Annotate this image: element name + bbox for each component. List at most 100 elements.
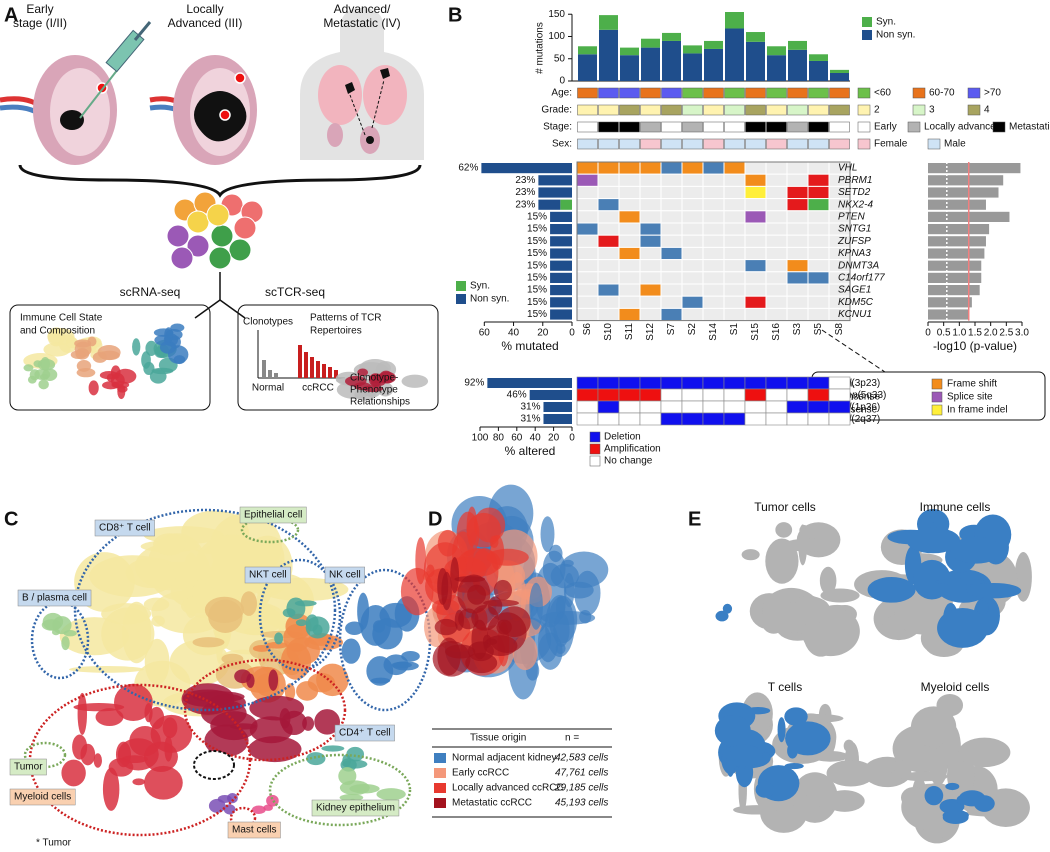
heatmap-cell xyxy=(597,198,620,212)
track-cell xyxy=(724,87,745,99)
cell-cloud xyxy=(240,591,258,616)
bar xyxy=(550,272,572,283)
track-cell xyxy=(661,121,682,133)
cell-cloud xyxy=(777,717,786,743)
cell-cloud xyxy=(294,600,317,607)
sample-label: S8 xyxy=(834,323,845,336)
heatmap-cell xyxy=(597,283,620,297)
cell-cloud xyxy=(89,555,177,598)
cnv-cell xyxy=(702,388,725,402)
x-tick-label: 0 xyxy=(925,328,931,339)
legend-label: Deletion xyxy=(604,432,641,443)
heatmap-cell xyxy=(639,210,662,224)
legend-label: Locally advanced xyxy=(924,122,1001,133)
legend-swatch xyxy=(931,404,943,416)
gene-label: VHL xyxy=(838,163,857,174)
x-tick-label: 100 xyxy=(472,433,489,444)
cell-cloud xyxy=(457,574,491,614)
bar xyxy=(641,38,660,48)
track-cell xyxy=(829,87,850,99)
heatmap-cell xyxy=(639,161,662,175)
heatmap-cell xyxy=(576,295,599,309)
cnv-cell xyxy=(639,376,662,390)
heatmap-cell xyxy=(786,295,809,309)
bar xyxy=(683,53,702,81)
cnv-cell xyxy=(681,376,704,390)
heatmap-cell xyxy=(744,234,767,248)
heatmap-cell xyxy=(618,161,641,175)
table-cell: Early ccRCC xyxy=(452,768,509,779)
heatmap-cell xyxy=(618,234,641,248)
cell-cloud xyxy=(88,380,99,396)
bar xyxy=(578,54,597,81)
heatmap-cell xyxy=(597,259,620,273)
cell-cloud xyxy=(38,379,49,390)
value-label: 15% xyxy=(527,297,547,308)
track-cell xyxy=(703,104,724,116)
legend-swatch xyxy=(434,783,446,793)
sample-label: S11 xyxy=(624,323,635,340)
bar xyxy=(662,40,681,81)
sample-label: S7 xyxy=(666,323,677,336)
cnv-cell xyxy=(618,400,641,414)
heatmap-cell xyxy=(660,259,683,273)
legend-swatch xyxy=(589,455,601,467)
legend-label: Early xyxy=(874,122,897,133)
heatmap-cell xyxy=(618,295,641,309)
cell-type-label: CD4⁺ T cell xyxy=(339,728,391,739)
track-cell xyxy=(808,121,829,133)
cell-cloud xyxy=(102,767,120,811)
tcr-mini-chart xyxy=(257,330,345,379)
kidney-illustrations xyxy=(0,8,424,198)
track-cell xyxy=(724,121,745,133)
cnv-cell xyxy=(828,400,851,414)
cell-cloud xyxy=(295,619,308,627)
heatmap-cell xyxy=(807,173,830,187)
cell-cloud xyxy=(302,716,315,731)
cell-cloud xyxy=(181,683,235,715)
legend-swatch xyxy=(434,798,446,808)
y-tick-label: 100 xyxy=(548,31,565,42)
cell-type-label: NK cell xyxy=(329,570,361,581)
track-cell xyxy=(640,138,661,150)
cell-cloud xyxy=(338,767,357,786)
cell-cloud xyxy=(249,695,305,721)
cell-cloud xyxy=(29,369,40,381)
heatmap-cell xyxy=(639,271,662,285)
heatmap-cell xyxy=(807,271,830,285)
cell-cloud xyxy=(101,603,152,625)
cell-cloud xyxy=(486,638,498,645)
bar xyxy=(578,46,597,55)
cell-cloud xyxy=(715,610,729,622)
cell-cloud xyxy=(339,780,370,796)
track-cell xyxy=(577,138,598,150)
heatmap-cell xyxy=(786,307,809,322)
x-tick-label: 3.0 xyxy=(1015,328,1029,339)
cnv-cell xyxy=(828,412,851,426)
label-box xyxy=(94,519,155,537)
bar xyxy=(538,187,572,198)
track-cell xyxy=(682,121,703,133)
heatmap-cell xyxy=(723,161,746,175)
cell-cloud xyxy=(574,570,601,616)
legend-swatch xyxy=(857,121,871,133)
cell-cloud xyxy=(825,604,849,612)
connector xyxy=(821,329,886,373)
cnv-cell xyxy=(639,412,662,426)
box-title: Relationships xyxy=(350,397,410,408)
cell-cloud xyxy=(784,707,808,726)
cnv-cell xyxy=(807,388,830,402)
bar xyxy=(928,309,969,320)
heatmap-cell xyxy=(744,222,767,236)
legend-swatch xyxy=(912,87,926,99)
cell-cloud xyxy=(72,734,88,760)
heatmap-cell xyxy=(639,173,662,187)
bar xyxy=(550,260,572,271)
heatmap-cell xyxy=(765,198,788,212)
bar xyxy=(683,45,702,54)
bar xyxy=(928,199,986,210)
x-tick-label: 40 xyxy=(530,433,542,444)
heatmap-cell xyxy=(597,185,620,200)
heatmap-cell xyxy=(723,246,746,261)
heatmap-cell xyxy=(639,307,662,322)
